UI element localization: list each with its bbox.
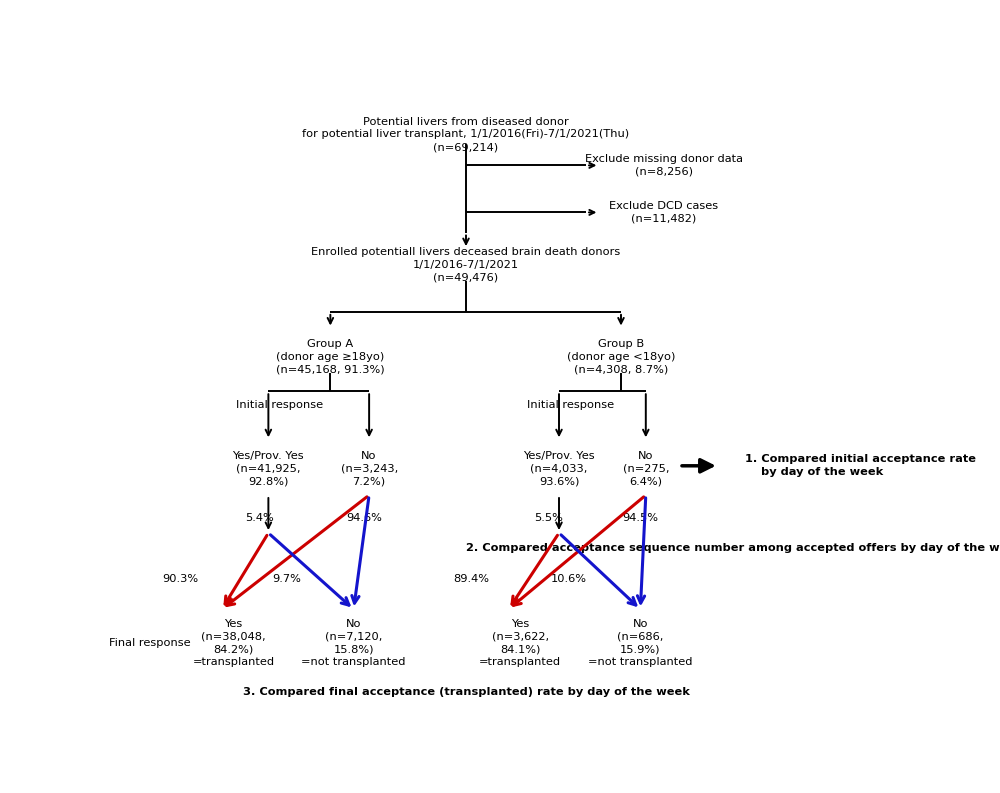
Text: 1. Compared initial acceptance rate
    by day of the week: 1. Compared initial acceptance rate by d… (745, 454, 976, 477)
Text: Yes/Prov. Yes
(n=4,033,
93.6%): Yes/Prov. Yes (n=4,033, 93.6%) (523, 451, 595, 487)
Text: Group B
(donor age <18yo)
(n=4,308, 8.7%): Group B (donor age <18yo) (n=4,308, 8.7%… (567, 339, 675, 374)
Text: Group A
(donor age ≥18yo)
(n=45,168, 91.3%): Group A (donor age ≥18yo) (n=45,168, 91.… (276, 339, 385, 374)
Text: 94.6%: 94.6% (346, 513, 382, 523)
Text: 9.7%: 9.7% (272, 574, 301, 584)
Text: Yes/Prov. Yes
(n=41,925,
92.8%): Yes/Prov. Yes (n=41,925, 92.8%) (233, 451, 304, 487)
Text: 90.3%: 90.3% (163, 574, 199, 584)
Text: No
(n=686,
15.9%)
=not transplanted: No (n=686, 15.9%) =not transplanted (588, 619, 693, 667)
Text: 5.5%: 5.5% (534, 513, 563, 523)
Text: Enrolled potentiall livers deceased brain death donors
1/1/2016-7/1/2021
(n=49,4: Enrolled potentiall livers deceased brai… (311, 247, 621, 283)
Text: Final response: Final response (109, 638, 191, 648)
Text: Yes
(n=3,622,
84.1%)
=transplanted: Yes (n=3,622, 84.1%) =transplanted (479, 619, 561, 667)
Text: No
(n=7,120,
15.8%)
=not transplanted: No (n=7,120, 15.8%) =not transplanted (301, 619, 406, 667)
Text: 94.5%: 94.5% (622, 513, 658, 523)
Text: Potential livers from diseased donor
for potential liver transplant, 1/1/2016(Fr: Potential livers from diseased donor for… (302, 117, 630, 152)
Text: 3. Compared final acceptance (transplanted) rate by day of the week: 3. Compared final acceptance (transplant… (243, 688, 689, 697)
Text: Yes
(n=38,048,
84.2%)
=transplanted: Yes (n=38,048, 84.2%) =transplanted (192, 619, 275, 667)
Text: Initial response: Initial response (236, 400, 324, 410)
Text: 2. Compared acceptance sequence number among accepted offers by day of the week : 2. Compared acceptance sequence number a… (466, 543, 1000, 554)
Text: 89.4%: 89.4% (453, 574, 489, 584)
Text: Exclude DCD cases
(n=11,482): Exclude DCD cases (n=11,482) (609, 201, 718, 224)
Text: No
(n=3,243,
7.2%): No (n=3,243, 7.2%) (340, 451, 398, 487)
Text: No
(n=275,
6.4%): No (n=275, 6.4%) (623, 451, 669, 487)
Text: 5.4%: 5.4% (245, 513, 273, 523)
Text: Initial response: Initial response (527, 400, 614, 410)
Text: 10.6%: 10.6% (551, 574, 587, 584)
Text: Exclude missing donor data
(n=8,256): Exclude missing donor data (n=8,256) (585, 154, 743, 177)
